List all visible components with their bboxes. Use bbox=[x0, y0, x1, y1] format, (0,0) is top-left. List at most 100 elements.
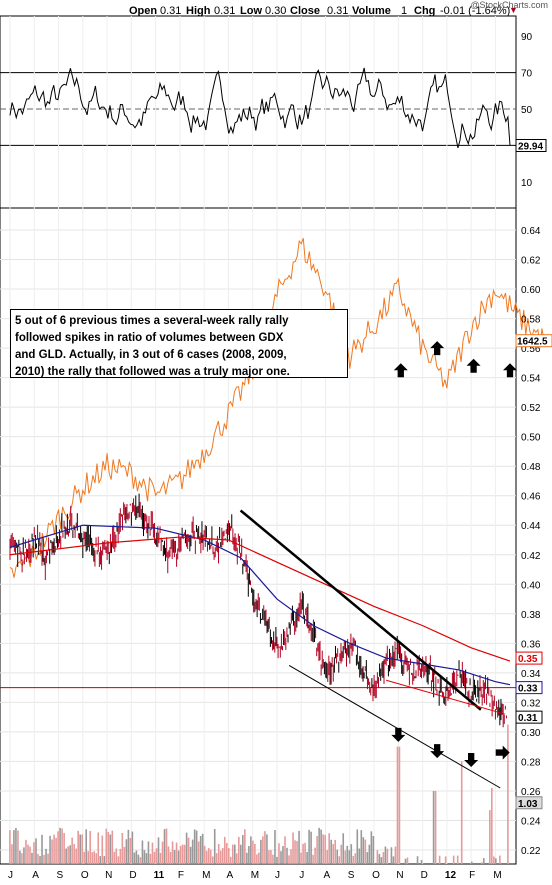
volume-bar bbox=[376, 850, 379, 864]
long-moving-average bbox=[9, 536, 511, 662]
quote-header: Open 0.31 High 0.31 Low 0.30 Close 0.31 … bbox=[0, 2, 552, 17]
volume-bar bbox=[416, 856, 419, 864]
volume-bar bbox=[181, 844, 184, 864]
volume-bar bbox=[256, 854, 258, 864]
month-label: 12 bbox=[445, 870, 457, 881]
price-tick-label: 0.40 bbox=[521, 580, 541, 591]
volume-bar bbox=[195, 830, 198, 864]
price-tick-label: 0.32 bbox=[521, 698, 541, 709]
volume-bar bbox=[135, 850, 138, 864]
volume-bar bbox=[240, 844, 242, 864]
price-tick-label: 0.46 bbox=[521, 492, 541, 503]
volume-bar bbox=[139, 857, 142, 864]
volume-bar bbox=[173, 850, 176, 864]
volume-bar bbox=[330, 839, 332, 864]
month-label: F bbox=[178, 870, 184, 881]
volume-bar bbox=[444, 856, 447, 864]
volume-bar bbox=[45, 848, 47, 864]
volume-bar bbox=[396, 746, 399, 864]
volume-bar bbox=[288, 855, 290, 864]
volume-bar bbox=[49, 835, 51, 864]
volume-bar bbox=[432, 790, 435, 864]
volume-bar bbox=[322, 834, 324, 864]
price-tick-label: 0.26 bbox=[521, 787, 541, 798]
month-label: S bbox=[348, 870, 355, 881]
annotation-line: 2010) the rally that followed was a trul… bbox=[15, 366, 290, 378]
arrow-up-icon bbox=[393, 363, 408, 378]
volume-bar bbox=[163, 829, 166, 864]
volume-bar bbox=[262, 836, 264, 864]
annotation-line: followed spikes in ratio of volumes betw… bbox=[15, 332, 284, 344]
volume-bar bbox=[362, 837, 365, 864]
volume-bar bbox=[15, 827, 17, 864]
price-panel-frame bbox=[0, 207, 517, 865]
month-label: D bbox=[129, 870, 136, 881]
volume-bar bbox=[61, 828, 63, 864]
volume-bar bbox=[306, 852, 308, 864]
price-tick-label: 0.42 bbox=[521, 551, 541, 562]
volume-bar bbox=[159, 852, 162, 864]
volume-bar bbox=[9, 830, 11, 864]
price-tick-label: 0.58 bbox=[521, 315, 541, 326]
volume-bar bbox=[280, 851, 282, 864]
price-tick-label: 0.64 bbox=[521, 226, 541, 237]
volume-bar bbox=[153, 851, 156, 864]
rsi-panel-frame bbox=[0, 15, 517, 209]
volume-bar bbox=[89, 830, 92, 864]
volume-bar bbox=[308, 829, 310, 864]
volume-bar bbox=[79, 834, 81, 864]
volume-bar bbox=[43, 854, 45, 864]
volume-bar bbox=[31, 852, 33, 864]
price-tag bbox=[515, 710, 543, 724]
close-value: 0.31 bbox=[327, 5, 349, 17]
volume-bar bbox=[157, 837, 160, 864]
arrow-down-icon bbox=[430, 744, 445, 759]
low-value: 0.30 bbox=[265, 5, 287, 17]
volume-bar bbox=[35, 838, 37, 864]
month-label: 11 bbox=[154, 870, 165, 881]
open-value: 0.31 bbox=[160, 5, 182, 17]
volume-bar bbox=[507, 724, 509, 864]
volume-bar bbox=[199, 835, 202, 864]
moving-averages bbox=[9, 524, 511, 686]
chg-value: -0.01 (-1.64%) bbox=[440, 5, 511, 17]
volume-bar bbox=[205, 851, 208, 864]
volume-bar bbox=[113, 851, 116, 864]
volume-bar bbox=[177, 850, 180, 864]
volume-bar bbox=[81, 834, 83, 864]
volume-bar bbox=[493, 856, 495, 864]
volume-bar bbox=[386, 848, 389, 864]
volume-bar bbox=[278, 843, 280, 864]
volume-bar bbox=[296, 841, 298, 864]
volume-bar bbox=[236, 853, 238, 864]
price-tag bbox=[515, 796, 543, 810]
volume-bar bbox=[75, 848, 77, 864]
price-tick-label: 0.54 bbox=[521, 374, 541, 385]
volume-bar bbox=[201, 833, 204, 864]
volume-bar bbox=[111, 830, 114, 864]
volume-bar bbox=[13, 830, 15, 864]
month-label: J bbox=[275, 870, 280, 881]
annotation-box: 5 out of 6 previous times a several-week… bbox=[10, 309, 348, 378]
volume-bar bbox=[127, 829, 130, 864]
price-tags: 29.94 1642.5 0.35 0.33 0.31 1.03 bbox=[515, 139, 552, 810]
volume-bar bbox=[420, 860, 423, 864]
volume-bar bbox=[274, 830, 276, 864]
overlay-value-tag bbox=[515, 334, 552, 348]
volume-bar bbox=[266, 834, 268, 864]
volume-bar bbox=[29, 846, 31, 864]
volume-bar bbox=[258, 852, 260, 864]
price-tick-label: 0.62 bbox=[521, 256, 541, 267]
volume-bar bbox=[284, 836, 286, 864]
volume-bar bbox=[77, 830, 79, 864]
volume-bar bbox=[65, 848, 67, 864]
volume-bar bbox=[452, 855, 455, 864]
price-tick-label: 0.52 bbox=[521, 403, 541, 414]
volume-bar bbox=[302, 843, 304, 864]
volume-bar bbox=[107, 832, 110, 864]
volume-bar bbox=[260, 839, 262, 864]
volume-bar bbox=[225, 843, 228, 864]
volume-bar bbox=[143, 850, 146, 864]
price-tick-label: 0.36 bbox=[521, 639, 541, 650]
volume-bar bbox=[231, 844, 234, 864]
